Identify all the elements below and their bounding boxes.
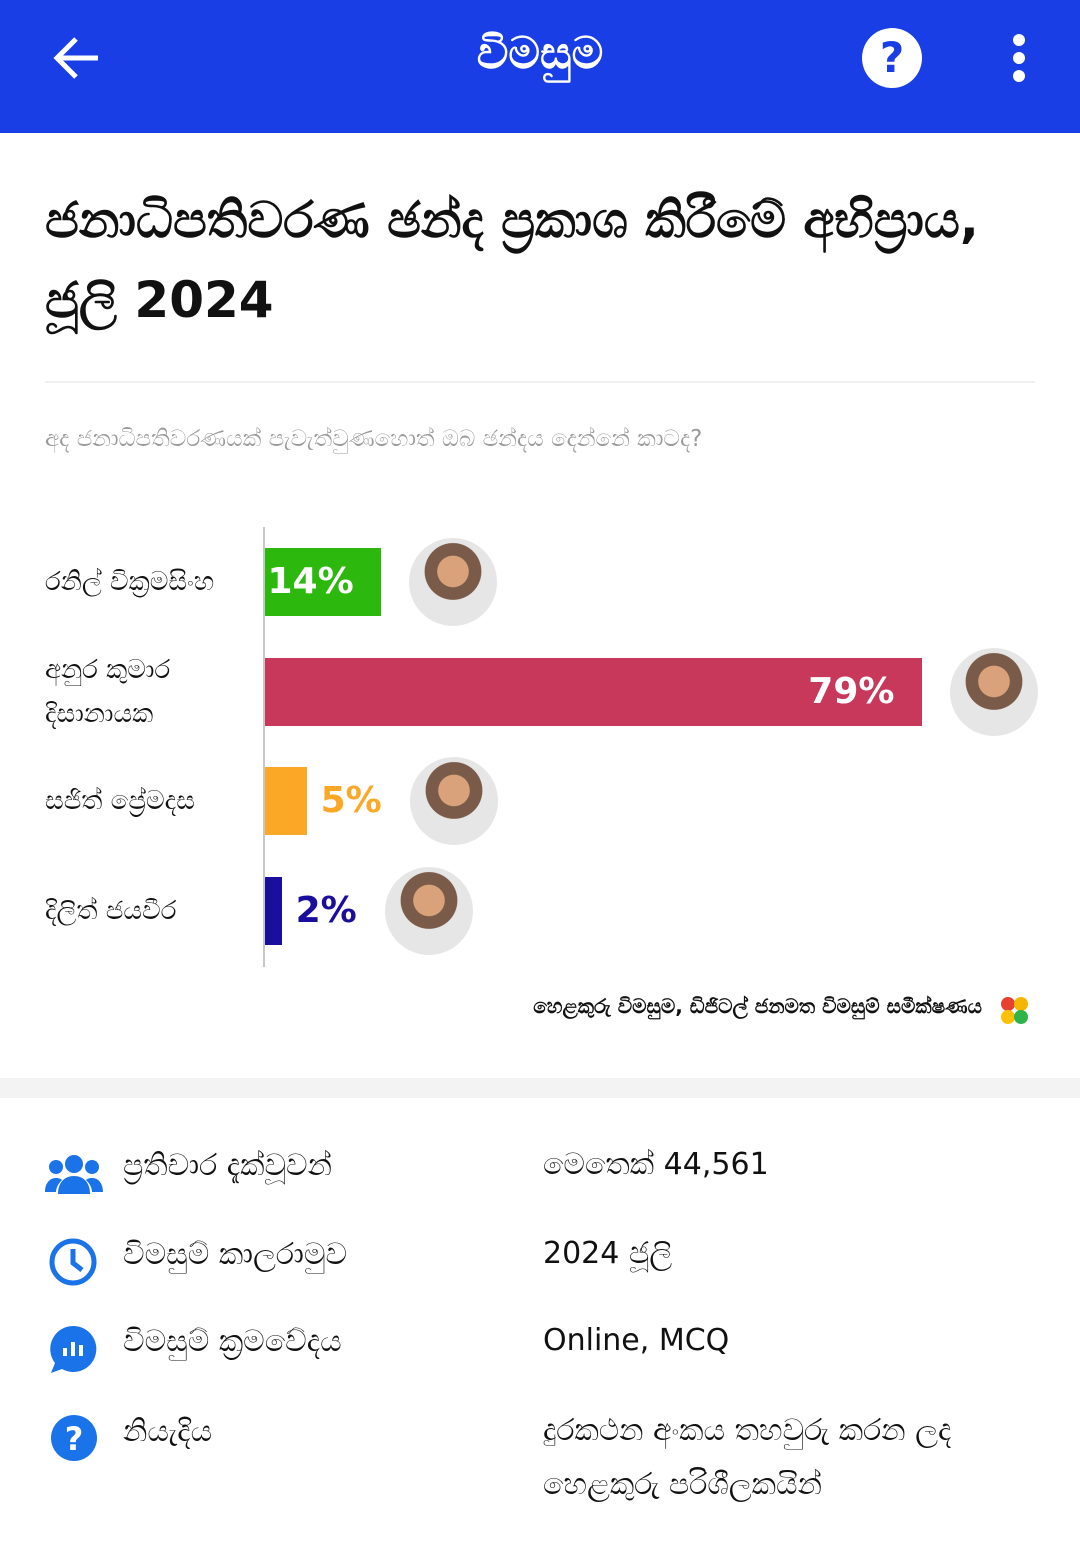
category-label: සජිත් ප්‍රේමදස xyxy=(45,786,195,816)
method-icon xyxy=(50,1325,97,1373)
value-label: 14% xyxy=(267,561,354,602)
bar xyxy=(265,767,307,835)
value-label: 2% xyxy=(295,889,357,931)
back-button[interactable] xyxy=(50,33,104,83)
info-value: Online, MCQ xyxy=(543,1323,730,1358)
category-label: රනිල් වික්‍රමසිංහ xyxy=(45,567,215,597)
section-separator xyxy=(0,1078,1080,1098)
candidate-photo xyxy=(409,757,498,845)
value-label: 5% xyxy=(320,780,382,821)
axis-line xyxy=(263,527,265,967)
question: අද ජනාධිපතිවරණයක් පැවැත්වුණහොත් ඔබ ඡන්දය… xyxy=(45,426,703,452)
bar xyxy=(265,876,282,945)
candidate-photo xyxy=(950,647,1039,736)
bar xyxy=(265,657,923,726)
category-label: දිලිත් ජයවීර xyxy=(45,895,177,926)
value-label: 79% xyxy=(808,670,895,712)
info-label: විමසුම් ක්‍රමවේදය xyxy=(123,1324,342,1359)
info-value: 2024 ජූලි xyxy=(543,1236,673,1271)
app-bar: විමසුම ? xyxy=(0,0,1080,133)
page-title: ජනාධිපතිවරණ ඡන්ද ප්‍රකාශ කිරීමේ අභිප්‍රා… xyxy=(45,191,979,329)
sample-icon: ? xyxy=(51,1415,97,1461)
period-icon xyxy=(49,1238,97,1286)
source: හෙළකුරු විමසුම, ඩිජිටල් ජනමත විමසුම් සමී… xyxy=(533,994,982,1018)
info-value: මෙතෙක් 44,561 xyxy=(543,1147,769,1182)
respondents-icon xyxy=(45,1155,103,1194)
svg-text:?: ? xyxy=(65,1420,84,1458)
info-label: නියැදිය xyxy=(123,1414,213,1449)
app-title: විමසුම xyxy=(476,28,604,79)
menu-button[interactable] xyxy=(1005,32,1033,84)
info-label: විමසුම් කාලරාමුව xyxy=(123,1237,348,1272)
info-label: ප්‍රතිචාර දැක්වූවන් xyxy=(123,1148,332,1183)
info-value: දුරකථන අංකය තහවුරු කරන ලද හෙළකුරු පරිශීල… xyxy=(543,1413,952,1502)
logo xyxy=(1001,997,1028,1024)
help-button[interactable]: ? xyxy=(860,26,924,90)
divider xyxy=(45,381,1035,383)
candidate-photo xyxy=(409,538,498,626)
candidate-photo xyxy=(384,866,473,955)
svg-text:?: ? xyxy=(880,33,904,82)
category-label: අනුර කුමාර දිසානායක xyxy=(45,654,171,729)
bar xyxy=(265,548,382,616)
